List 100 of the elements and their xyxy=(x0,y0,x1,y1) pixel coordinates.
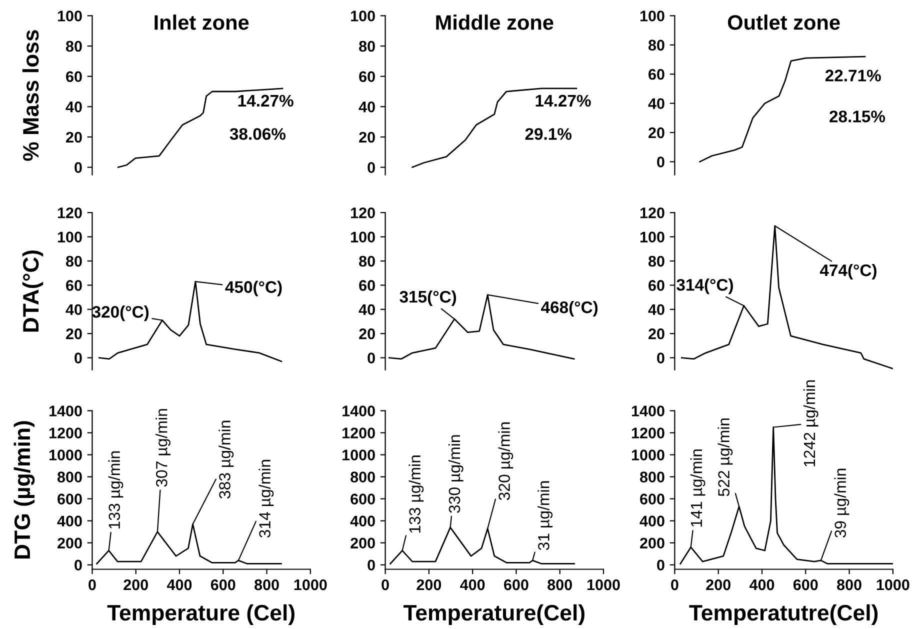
annotation: 468(°C) xyxy=(541,300,598,317)
y-tick-label: 800 xyxy=(640,472,664,482)
y-tick-label: 0 xyxy=(368,560,375,571)
x-axis-title: Temperature(Cel) xyxy=(403,604,584,626)
annotation: 14.27% xyxy=(238,94,294,107)
x-tick-label: 0 xyxy=(671,579,678,590)
x-tick-label: 600 xyxy=(210,579,236,590)
chart-title: Middle zone xyxy=(436,14,554,30)
x-tick-label: 600 xyxy=(793,579,818,590)
annotation: 320(°C) xyxy=(92,306,149,322)
x-tick-label: 400 xyxy=(460,579,485,590)
y-tick-label: 20 xyxy=(648,328,664,340)
y-tick-label: 1400 xyxy=(632,406,664,416)
annotation: 141 µg/min xyxy=(690,449,706,527)
chart-title: Inlet zone xyxy=(154,14,249,30)
x-tick-label: 0 xyxy=(382,579,389,590)
annotation: 14.27% xyxy=(536,94,591,107)
x-tick-label: 800 xyxy=(548,579,572,590)
y-tick-label: 40 xyxy=(358,304,375,316)
annotation: 39 µg/min xyxy=(834,468,850,538)
y-tick-label: 600 xyxy=(58,494,82,504)
annotation: 29.1% xyxy=(525,128,572,140)
y-tick-label: 1000 xyxy=(342,450,375,460)
y-tick-label: 0 xyxy=(657,560,664,571)
y-tick-label: 100 xyxy=(640,10,664,22)
x-axis-title: Temperatutre(Cel) xyxy=(689,604,878,626)
y-tick-label: 20 xyxy=(66,328,82,340)
y-tick-label: 100 xyxy=(351,232,375,242)
y-tick-label: 200 xyxy=(350,538,375,549)
annotation: 133 µg/min xyxy=(408,456,424,533)
y-tick-label: 1200 xyxy=(342,428,375,438)
x-tick-label: 800 xyxy=(254,579,279,590)
annotation: 522 µg/min xyxy=(718,418,733,496)
y-tick-label: 80 xyxy=(66,256,82,267)
y-tick-label: 100 xyxy=(351,10,375,22)
y-tick-label: 400 xyxy=(640,516,664,526)
annotation: 320 µg/min xyxy=(498,422,514,500)
y-tick-label: 1400 xyxy=(49,406,82,416)
y-tick-label: 1000 xyxy=(49,450,82,460)
annotation: 314 µg/min xyxy=(258,460,274,538)
y-tick-label: 40 xyxy=(66,304,82,316)
y-tick-label: 80 xyxy=(359,40,375,52)
y-tick-label: 40 xyxy=(648,98,664,110)
x-tick-label: 800 xyxy=(837,579,862,590)
x-tick-label: 200 xyxy=(706,579,730,590)
x-tick-label: 1000 xyxy=(294,579,327,590)
y-tick-label: 120 xyxy=(640,207,664,218)
x-tick-label: 1000 xyxy=(876,579,910,590)
y-axis-title: DTG (µg/min) xyxy=(14,421,35,558)
annotation: 38.06% xyxy=(230,128,286,140)
y-tick-label: 100 xyxy=(58,232,82,242)
x-tick-label: 400 xyxy=(166,579,192,590)
annotation: 22.71% xyxy=(825,70,881,82)
annotation: 315(°C) xyxy=(400,290,456,306)
x-tick-label: 600 xyxy=(504,579,528,590)
y-tick-label: 0 xyxy=(368,352,375,364)
annotation: 31 µg/min xyxy=(538,481,553,550)
y-tick-label: 60 xyxy=(648,68,664,80)
y-tick-label: 800 xyxy=(350,472,375,482)
annotation: 307 µg/min xyxy=(156,409,170,487)
y-tick-label: 40 xyxy=(358,102,375,112)
chart-title: Outlet zone xyxy=(728,14,840,30)
annotation: 28.15% xyxy=(830,110,886,122)
y-tick-label: 1200 xyxy=(49,428,82,438)
y-tick-label: 120 xyxy=(351,207,375,218)
y-tick-label: 0 xyxy=(74,352,82,364)
y-tick-label: 60 xyxy=(66,280,82,291)
y-tick-label: 200 xyxy=(58,538,82,549)
y-tick-label: 60 xyxy=(359,71,375,82)
y-tick-label: 100 xyxy=(58,10,82,22)
y-tick-label: 800 xyxy=(57,472,82,482)
annotation: 133 µg/min xyxy=(108,451,124,528)
y-tick-label: 20 xyxy=(66,132,82,143)
y-axis-title: % Mass loss xyxy=(22,30,39,161)
y-tick-label: 60 xyxy=(66,71,82,82)
y-tick-label: 200 xyxy=(640,538,664,549)
y-tick-label: 1000 xyxy=(632,450,664,460)
x-axis-title: Temperature (Cel) xyxy=(107,604,294,626)
y-axis-title: DTA(°C) xyxy=(22,250,44,332)
annotation: 383 µg/min xyxy=(218,420,234,499)
annotation: 314(°C) xyxy=(676,278,733,294)
y-tick-label: 1200 xyxy=(632,428,664,438)
x-tick-label: 0 xyxy=(88,579,96,590)
annotation: 330 µg/min xyxy=(448,435,464,513)
y-tick-label: 40 xyxy=(648,304,664,316)
y-tick-label: 60 xyxy=(648,280,664,291)
y-tick-label: 80 xyxy=(648,40,664,51)
y-tick-label: 80 xyxy=(66,40,82,52)
y-tick-label: 20 xyxy=(359,328,375,340)
y-tick-label: 20 xyxy=(648,127,664,138)
y-tick-label: 0 xyxy=(74,560,82,571)
y-tick-label: 80 xyxy=(359,256,375,267)
y-tick-label: 0 xyxy=(657,156,664,168)
y-tick-label: 600 xyxy=(350,494,375,504)
annotation: 450(°C) xyxy=(225,280,282,296)
y-tick-label: 0 xyxy=(657,352,664,364)
annotation: 474(°C) xyxy=(820,264,876,280)
y-tick-label: 0 xyxy=(74,162,82,173)
y-tick-label: 400 xyxy=(57,516,82,526)
y-tick-label: 120 xyxy=(58,207,82,218)
